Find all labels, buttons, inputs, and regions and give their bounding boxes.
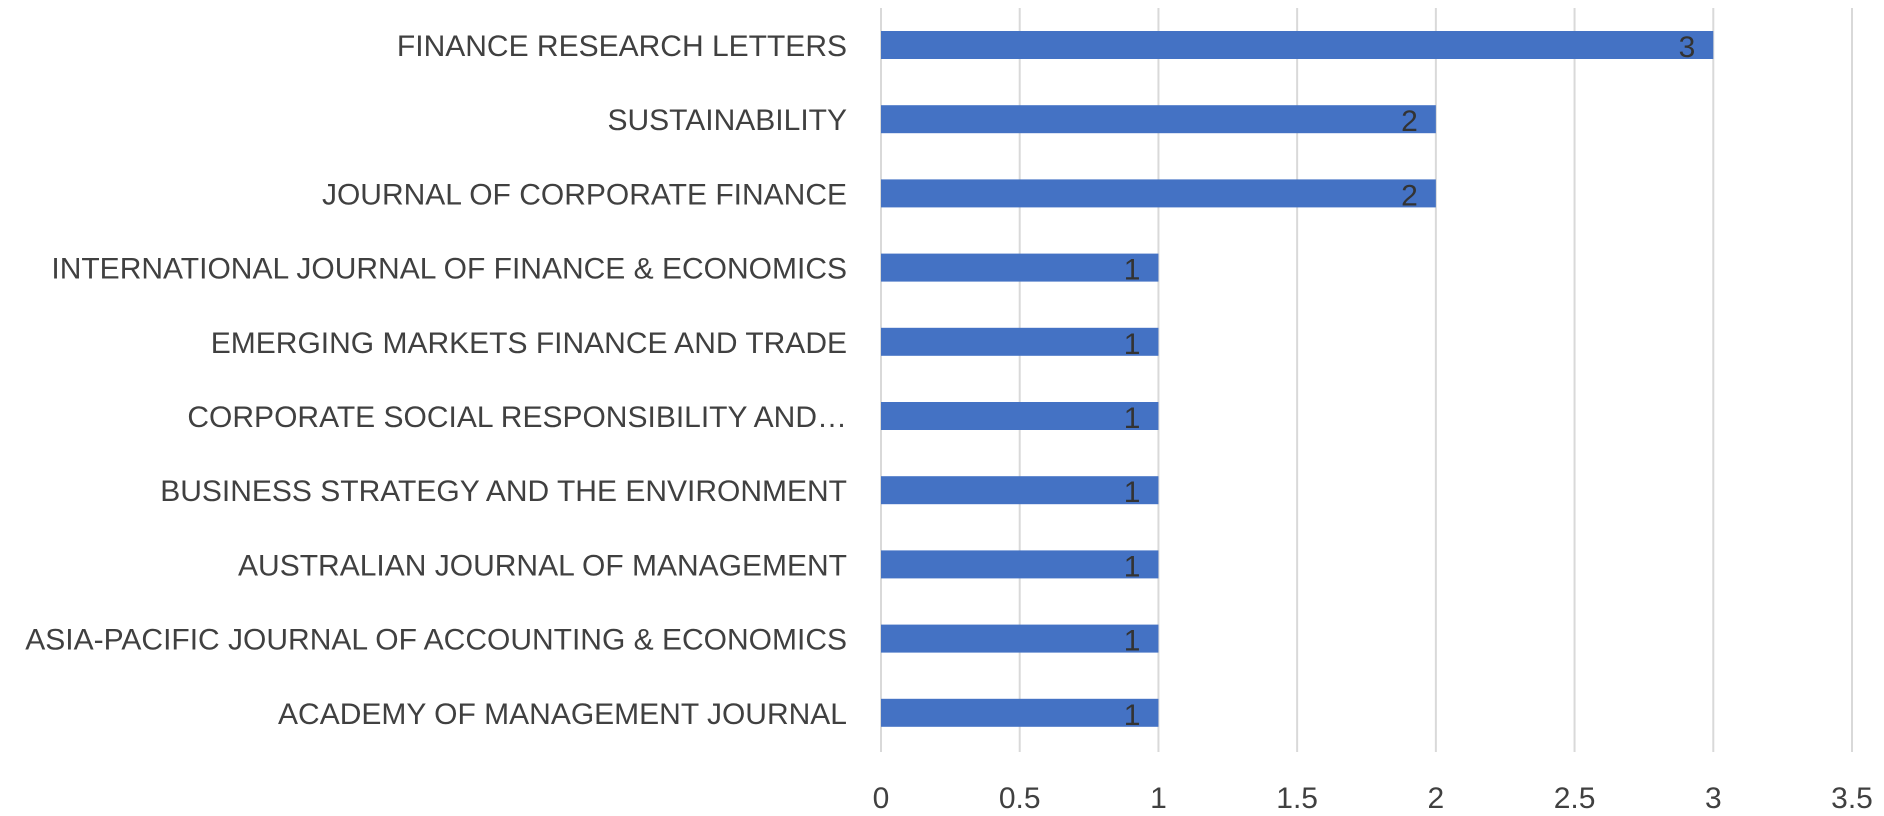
bars bbox=[881, 31, 1714, 727]
category-label: JOURNAL OF CORPORATE FINANCE bbox=[322, 178, 847, 211]
bar bbox=[881, 179, 1436, 208]
x-axis-tick-labels: 0 0.5 1 1.5 2 2.5 3 3.5 bbox=[873, 782, 1873, 815]
bar bbox=[881, 550, 1159, 579]
bar bbox=[881, 624, 1159, 653]
category-labels: FINANCE RESEARCH LETTERS SUSTAINABILITY JO… bbox=[25, 30, 847, 731]
category-label: FINANCE RESEARCH LETTERS bbox=[397, 30, 847, 63]
x-tick-label: 2.5 bbox=[1554, 782, 1596, 815]
bar bbox=[881, 402, 1159, 430]
category-label: SUSTAINABILITY bbox=[607, 104, 847, 137]
x-tick-label: 0.5 bbox=[999, 782, 1041, 815]
x-tick-label: 3 bbox=[1705, 782, 1722, 815]
data-label: 1 bbox=[1124, 625, 1141, 658]
data-label: 1 bbox=[1124, 476, 1141, 509]
bar bbox=[881, 698, 1159, 727]
category-label: ASIA-PACIFIC JOURNAL OF ACCOUNTING & ECO… bbox=[25, 624, 847, 657]
category-label: INTERNATIONAL JOURNAL OF FINANCE & ECONO… bbox=[51, 253, 847, 286]
data-labels: 3 2 2 1 1 1 1 1 1 1 bbox=[1124, 31, 1696, 732]
data-label: 2 bbox=[1401, 179, 1418, 212]
x-tick-label: 1 bbox=[1150, 782, 1167, 815]
x-tick-label: 0 bbox=[873, 782, 890, 815]
category-label: ACADEMY OF MANAGEMENT JOURNAL bbox=[278, 698, 847, 731]
category-label: EMERGING MARKETS FINANCE AND TRADE bbox=[211, 327, 847, 360]
bar bbox=[881, 31, 1714, 59]
bar bbox=[881, 105, 1436, 134]
data-label: 1 bbox=[1124, 328, 1141, 361]
x-tick-label: 1.5 bbox=[1276, 782, 1318, 815]
x-tick-label: 2 bbox=[1428, 782, 1445, 815]
x-tick-label: 3.5 bbox=[1831, 782, 1873, 815]
data-label: 1 bbox=[1124, 699, 1141, 732]
category-label: AUSTRALIAN JOURNAL OF MANAGEMENT bbox=[238, 549, 847, 582]
bar bbox=[881, 253, 1159, 282]
bar bbox=[881, 476, 1159, 505]
data-label: 1 bbox=[1124, 402, 1141, 435]
data-label: 2 bbox=[1401, 105, 1418, 138]
category-label: CORPORATE SOCIAL RESPONSIBILITY AND… bbox=[187, 401, 847, 434]
category-label: BUSINESS STRATEGY AND THE ENVIRONMENT bbox=[160, 475, 847, 508]
data-label: 1 bbox=[1124, 254, 1141, 287]
bar bbox=[881, 327, 1159, 356]
data-label: 1 bbox=[1124, 550, 1141, 583]
data-label: 3 bbox=[1679, 31, 1696, 64]
